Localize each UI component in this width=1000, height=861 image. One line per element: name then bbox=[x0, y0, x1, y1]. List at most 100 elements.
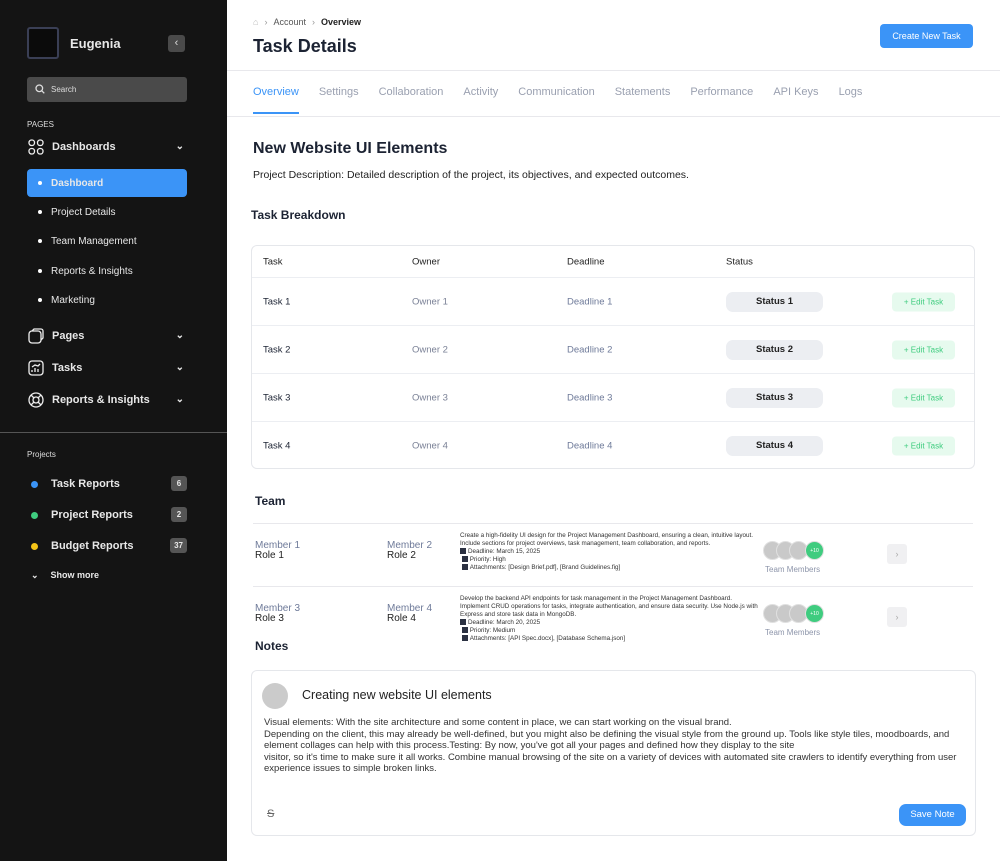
nav-label: Dashboards bbox=[52, 141, 116, 153]
tab-activity[interactable]: Activity bbox=[463, 86, 499, 98]
status-dot bbox=[31, 542, 38, 550]
nav-pages[interactable]: Pages ⌄ bbox=[27, 322, 187, 350]
member-name[interactable]: Member 3 bbox=[255, 603, 301, 614]
chevron-right-button[interactable]: › bbox=[887, 607, 907, 627]
attachment-icon bbox=[461, 564, 468, 571]
member-name[interactable]: Member 4 bbox=[387, 603, 433, 614]
project-title: New Website UI Elements bbox=[253, 140, 448, 157]
sidebar-item-marketing[interactable]: Marketing bbox=[27, 286, 187, 314]
user-name: Eugenia bbox=[70, 36, 121, 51]
note-body[interactable]: Visual elements: With the site architect… bbox=[264, 717, 957, 775]
member-name[interactable]: Member 1 bbox=[255, 540, 301, 551]
deadline: Deadline: March 20, 2025 bbox=[468, 619, 541, 627]
edit-task-button[interactable]: + Edit Task bbox=[892, 436, 955, 455]
tab-settings[interactable]: Settings bbox=[318, 86, 359, 98]
member-role: Role 2 bbox=[387, 550, 416, 561]
owner-link[interactable]: Owner 3 bbox=[412, 392, 448, 403]
deadline-link[interactable]: Deadline 4 bbox=[567, 440, 613, 451]
table-row: Task 3 Owner 3 Deadline 3 Status 3 + Edi… bbox=[252, 373, 974, 421]
project-description: Project Description: Detailed descriptio… bbox=[253, 169, 689, 181]
deadline-link[interactable]: Deadline 3 bbox=[567, 392, 613, 403]
member-b: Member 2 Role 2 bbox=[387, 541, 432, 561]
search-input[interactable]: Search bbox=[27, 77, 187, 102]
sidebar-item-dashboard[interactable]: Dashboard bbox=[27, 169, 187, 197]
task-name: Task 3 bbox=[263, 392, 291, 403]
attachment-icon bbox=[461, 635, 468, 642]
sidebar: Eugenia ‹ Search PAGES Dashboards ⌄ Dashb… bbox=[0, 0, 227, 861]
nav-reports[interactable]: Reports & Insights ⌄ bbox=[27, 386, 187, 414]
save-note-button[interactable]: Save Note bbox=[899, 804, 966, 826]
edit-task-button[interactable]: + Edit Task bbox=[892, 340, 955, 359]
status-badge: Status 4 bbox=[726, 435, 823, 456]
home-icon[interactable]: ⌂ bbox=[253, 17, 259, 27]
member-role: Role 4 bbox=[387, 613, 416, 624]
chevron-right-button[interactable]: › bbox=[887, 544, 907, 564]
avatar-group: +10 bbox=[763, 541, 833, 561]
desc-text: Create a high-fidelity UI design for the… bbox=[460, 532, 753, 548]
more-members-badge: +10 bbox=[805, 541, 824, 560]
deadline-link[interactable]: Deadline 2 bbox=[567, 344, 613, 355]
nav-label: Pages bbox=[52, 330, 85, 342]
status-badge: Status 2 bbox=[726, 339, 823, 360]
sidebar-item-team-management[interactable]: Team Management bbox=[27, 227, 187, 255]
nav-tasks[interactable]: Tasks ⌄ bbox=[27, 354, 187, 382]
collapse-sidebar-button[interactable]: ‹ bbox=[168, 35, 185, 52]
deadline-link[interactable]: Deadline 1 bbox=[567, 296, 613, 307]
project-budget-reports[interactable]: Budget Reports 37 bbox=[31, 537, 187, 555]
nav-label: Reports & Insights bbox=[52, 394, 150, 406]
task-name: Task 1 bbox=[263, 296, 291, 307]
header-deadline: Deadline bbox=[567, 256, 605, 267]
project-task-reports[interactable]: Task Reports 6 bbox=[31, 475, 187, 493]
chevron-down-icon: ⌄ bbox=[175, 394, 184, 405]
sidebar-item-project-details[interactable]: Project Details bbox=[27, 198, 187, 226]
member-role: Role 3 bbox=[255, 613, 284, 624]
nav-dashboards[interactable]: Dashboards ⌄ bbox=[27, 133, 187, 161]
tab-api-keys[interactable]: API Keys bbox=[773, 86, 819, 98]
header-status: Status bbox=[726, 256, 753, 267]
attachments: Attachments: [API Spec.docx], [Database … bbox=[469, 635, 626, 643]
tab-communication[interactable]: Communication bbox=[518, 86, 595, 98]
owner-link[interactable]: Owner 1 bbox=[412, 296, 448, 307]
task-description: Create a high-fidelity UI design for the… bbox=[460, 532, 760, 572]
breadcrumb: ⌂ › Account › Overview bbox=[253, 17, 361, 27]
tab-collaboration[interactable]: Collaboration bbox=[378, 86, 444, 98]
task-description: Develop the backend API endpoints for ta… bbox=[460, 595, 760, 644]
project-label: Budget Reports bbox=[51, 540, 134, 552]
deadline: Deadline: March 15, 2025 bbox=[468, 548, 541, 556]
team-members-label: Team Members bbox=[765, 628, 821, 637]
edit-task-button[interactable]: + Edit Task bbox=[892, 292, 955, 311]
logo bbox=[27, 27, 59, 59]
table-header: Task Owner Deadline Status bbox=[252, 246, 974, 277]
pages-label: PAGES bbox=[27, 120, 54, 129]
pages-icon bbox=[27, 328, 44, 345]
avatar-group: +10 bbox=[763, 604, 833, 624]
priority: Priority: Medium bbox=[469, 627, 516, 635]
nav-label: Tasks bbox=[52, 362, 83, 374]
tab-statements[interactable]: Statements bbox=[614, 86, 671, 98]
edit-task-button[interactable]: + Edit Task bbox=[892, 388, 955, 407]
sidebar-item-reports-insights[interactable]: Reports & Insights bbox=[27, 257, 187, 285]
team-row: Member 1 Role 1 Member 2 Role 2 Create a h… bbox=[253, 523, 973, 585]
breadcrumb-overview: Overview bbox=[320, 17, 361, 27]
chart-icon bbox=[27, 360, 44, 377]
tab-overview[interactable]: Overview bbox=[253, 86, 299, 114]
create-new-task-button[interactable]: Create New Task bbox=[880, 24, 973, 48]
strikethrough-icon[interactable]: S bbox=[267, 808, 275, 820]
note-card: Creating new website UI elements Visual … bbox=[251, 670, 976, 836]
show-more-button[interactable]: ⌄ Show more bbox=[31, 566, 187, 584]
priority-icon bbox=[461, 556, 468, 563]
status-badge: Status 3 bbox=[726, 387, 823, 408]
header-task: Task bbox=[263, 256, 283, 267]
member-role: Role 1 bbox=[255, 550, 284, 561]
header-owner: Owner bbox=[412, 256, 440, 267]
grid-icon bbox=[27, 139, 44, 156]
owner-link[interactable]: Owner 2 bbox=[412, 344, 448, 355]
project-label: Task Reports bbox=[51, 478, 120, 490]
member-name[interactable]: Member 2 bbox=[387, 540, 433, 551]
divider bbox=[227, 70, 1000, 71]
tab-performance[interactable]: Performance bbox=[690, 86, 754, 98]
project-project-reports[interactable]: Project Reports 2 bbox=[31, 506, 187, 524]
breadcrumb-account[interactable]: Account bbox=[273, 17, 306, 27]
tab-logs[interactable]: Logs bbox=[838, 86, 863, 98]
owner-link[interactable]: Owner 4 bbox=[412, 440, 448, 451]
